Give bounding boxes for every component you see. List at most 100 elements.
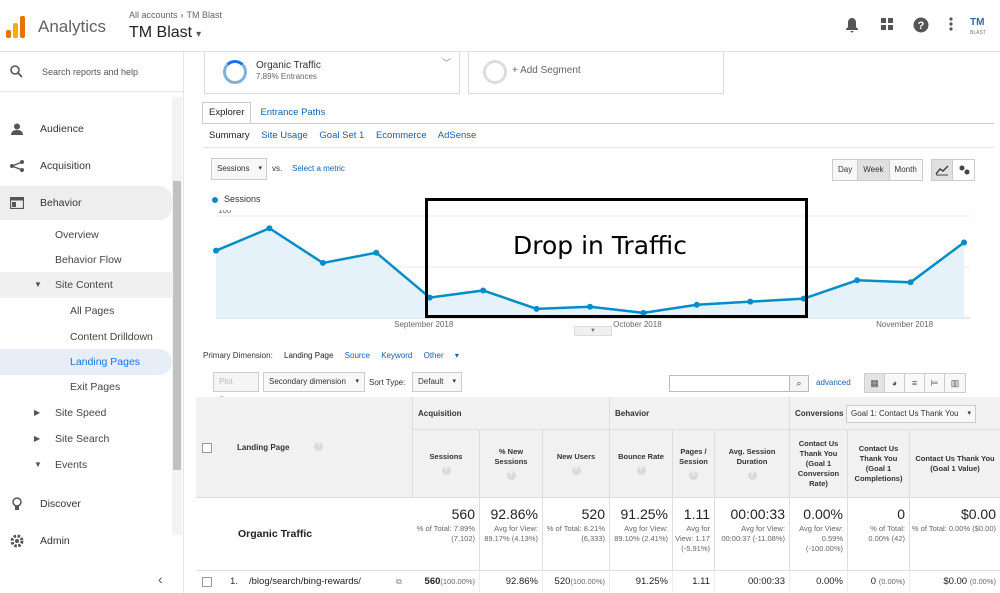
total-bounce-rate: 91.25% Avg for View: 89.10% (2.41%) [610,498,673,571]
select-metric-link[interactable]: Select a metric [292,164,345,173]
analytics-logo-icon[interactable] [6,14,26,38]
dimension-other[interactable]: Other ▾ [423,351,459,360]
caret-down-icon: ▾ [258,165,262,172]
pivot-view-icon[interactable]: ▥ [945,374,965,392]
subtab-adsense[interactable]: AdSense [437,130,477,141]
sidebar-item-events[interactable]: ▼ Events [0,452,172,478]
chevron-left-icon[interactable]: ‹ [158,571,163,587]
column-header-new-users[interactable]: New Users? [543,430,610,498]
sort-type-dropdown[interactable]: Default ▾ [412,372,462,392]
goal-selector-dropdown[interactable]: Goal 1: Contact Us Thank You ▾ [846,405,976,423]
subtab-site-usage[interactable]: Site Usage [261,130,308,141]
scrollbar-thumb[interactable] [173,181,181,470]
sidebar-item-audience[interactable]: Audience [0,116,172,142]
sidebar-item-overview[interactable]: Overview [55,229,99,241]
help-icon[interactable]: ? [506,471,516,480]
motion-chart-icon[interactable] [953,160,974,180]
sidebar-scrollbar[interactable] [172,97,182,535]
sidebar-item-discover[interactable]: Discover [0,491,172,517]
period-month-button[interactable]: Month [889,160,922,180]
comparison-view-icon[interactable]: ⊨ [925,374,945,392]
chevron-down-icon: ▾ [196,29,202,40]
dimension-keyword[interactable]: Keyword [381,351,413,360]
sidebar-item-all-pages[interactable]: All Pages [70,305,115,317]
plot-rows-button[interactable]: Plot Rows [213,372,259,404]
chart-resize-handle[interactable]: ▼ [574,326,612,336]
period-day-button[interactable]: Day [833,160,859,180]
sidebar-item-exit-pages[interactable]: Exit Pages [70,381,121,393]
landing-page-link[interactable]: /blog/search/bing-rewards/ [249,576,361,587]
sidebar-item-site-content[interactable]: ▼ Site Content [0,272,172,298]
sidebar-item-landing-pages[interactable]: Landing Pages [0,349,172,375]
subtab-summary[interactable]: Summary [209,130,250,141]
table-toolbar: Plot Rows Secondary dimension▾ Sort Type… [209,372,985,404]
sidebar-item-site-search[interactable]: ▶ Site Search [0,426,172,452]
line-chart-icon[interactable] [932,160,954,180]
column-header-sessions[interactable]: Sessions? [413,430,480,498]
table-search-input[interactable] [670,376,788,391]
vs-label: vs. [272,164,283,173]
data-point [587,303,593,310]
sidebar-item-content-drilldown[interactable]: Content Drilldown [70,331,153,343]
help-icon[interactable]: ? [571,466,581,475]
person-icon [9,116,25,144]
column-header-pct-new-sessions[interactable]: % New Sessions? [480,430,543,498]
account-selector[interactable]: TM Blast ▾ [129,24,202,41]
help-icon[interactable]: ? [636,466,646,475]
row-checkbox[interactable] [202,577,212,587]
total-goal1-conversion-rate: 0.00% Avg for View: 0.59% (-100.00%) [790,498,848,571]
column-header-goal1-conversion-rate[interactable]: Contact Us Thank You (Goal 1 Conversion … [790,430,848,498]
period-week-button[interactable]: Week [858,160,890,180]
behavior-icon [9,186,25,222]
select-all-cell [196,397,218,498]
bell-icon[interactable] [843,17,861,35]
column-header-goal1-value[interactable]: Contact Us Thank You (Goal 1 Value) [910,430,1000,498]
column-header-avg-session-duration[interactable]: Avg. Session Duration? [715,430,790,498]
sidebar-item-behavior-flow[interactable]: Behavior Flow [55,254,122,266]
sidebar-item-site-speed[interactable]: ▶ Site Speed [0,400,172,426]
sidebar-item-acquisition[interactable]: Acquisition [0,153,172,179]
dimension-source[interactable]: Source [344,351,371,360]
sidebar-item-behavior[interactable]: Behavior [0,186,172,220]
chevron-down-icon[interactable]: ﹀ [441,58,451,68]
explorer-subtabs: Summary Site Usage Goal Set 1 Ecommerce … [209,130,485,141]
add-segment-button[interactable]: + Add Segment [468,52,724,94]
sidebar-search[interactable]: Search reports and help [0,52,184,92]
product-name: Analytics [38,17,107,36]
table-view-icon[interactable]: ▦ [865,374,885,392]
help-icon[interactable]: ? [747,471,757,480]
dimension-landing-page[interactable]: Landing Page [284,351,334,360]
performance-view-icon[interactable]: ≡ [905,374,925,392]
account-logo[interactable]: TM BLAST [970,17,986,37]
help-icon[interactable]: ? [912,17,930,35]
tab-explorer[interactable]: Explorer [202,102,252,124]
help-icon[interactable]: ? [314,442,323,451]
help-icon[interactable]: ? [689,471,698,480]
more-vert-icon[interactable] [942,17,960,35]
subtab-ecommerce[interactable]: Ecommerce [375,130,427,141]
search-icon[interactable]: ⌕ [789,376,808,391]
open-page-icon[interactable]: ⧉ [396,577,402,586]
segment-organic-traffic[interactable]: Organic Traffic 7.89% Entrances ﹀ [204,52,460,94]
gear-icon [9,528,25,557]
select-all-checkbox[interactable] [202,443,212,453]
advanced-filter-link[interactable]: advanced [816,378,851,387]
column-header-bounce-rate[interactable]: Bounce Rate? [610,430,673,498]
primary-dimension-row: Primary Dimension: Landing Page Source K… [203,351,468,360]
pie-view-icon[interactable]: ◕ [885,374,905,392]
breadcrumb[interactable]: All accounts › TM Blast [129,10,223,20]
subtab-goal-set-1[interactable]: Goal Set 1 [319,130,365,141]
chart-legend: Sessions [212,194,261,204]
tab-entrance-paths[interactable]: Entrance Paths [260,107,326,118]
sidebar-item-admin[interactable]: Admin [0,528,172,554]
apps-grid-icon[interactable] [878,17,896,35]
table-row[interactable]: 1. /blog/search/bing-rewards/ ⧉ 560(100.… [196,571,1000,593]
column-header-goal1-completions[interactable]: Contact Us Thank You (Goal 1 Completions… [848,430,910,498]
help-icon[interactable]: ? [441,466,451,475]
column-header-landing-page[interactable]: Landing Page ? [218,397,413,498]
column-header-pages-per-session[interactable]: Pages / Session? [673,430,715,498]
row-index: 1. [230,576,238,587]
data-point [907,279,914,286]
metric-dropdown[interactable]: Sessions ▾ [211,158,267,180]
secondary-dimension-dropdown[interactable]: Secondary dimension ▾ [263,372,365,392]
